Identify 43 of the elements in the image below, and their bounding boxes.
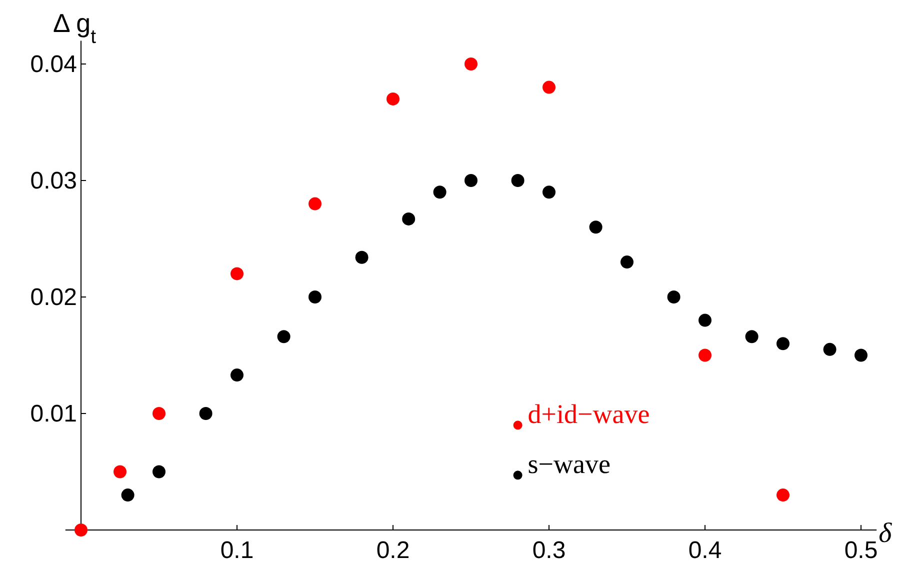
y-tick-label: 0.02 (30, 284, 77, 311)
point (776, 337, 790, 350)
x-axis-title: δ (878, 518, 893, 549)
point (433, 186, 446, 199)
point (620, 256, 634, 269)
point (199, 407, 212, 420)
y-tick-label: 0.01 (30, 400, 77, 428)
x-tick-label: 0.1 (220, 537, 254, 564)
legend-label: d+id−wave (528, 399, 650, 430)
point (230, 368, 244, 382)
point (277, 330, 290, 344)
point (698, 314, 712, 327)
point (589, 220, 602, 234)
x-tick-label: 0.5 (844, 537, 878, 564)
point (355, 250, 368, 264)
point (542, 186, 556, 199)
point (823, 342, 836, 356)
point (114, 465, 126, 478)
point (698, 348, 712, 362)
y-tick-label: 0.04 (30, 51, 77, 78)
point (121, 488, 134, 502)
point (74, 524, 88, 536)
y-axis-title: Δ g$_{t}$ (53, 8, 97, 48)
point (464, 174, 478, 187)
point (776, 488, 790, 502)
legend-label: s−wave (528, 449, 611, 480)
x-tick-label: 0.3 (532, 537, 566, 564)
x-tick-label: 0.4 (688, 537, 722, 564)
point (152, 465, 166, 478)
y-tick-label: 0.03 (30, 168, 77, 194)
point (745, 330, 758, 344)
point (854, 348, 868, 362)
point (308, 290, 322, 304)
point (511, 174, 524, 187)
point (667, 290, 680, 304)
point (230, 267, 244, 280)
point (542, 80, 556, 94)
point (152, 407, 166, 420)
point (386, 92, 400, 106)
point (308, 197, 322, 210)
x-tick-label: 0.2 (376, 537, 410, 564)
point (464, 58, 478, 70)
point (402, 212, 416, 226)
